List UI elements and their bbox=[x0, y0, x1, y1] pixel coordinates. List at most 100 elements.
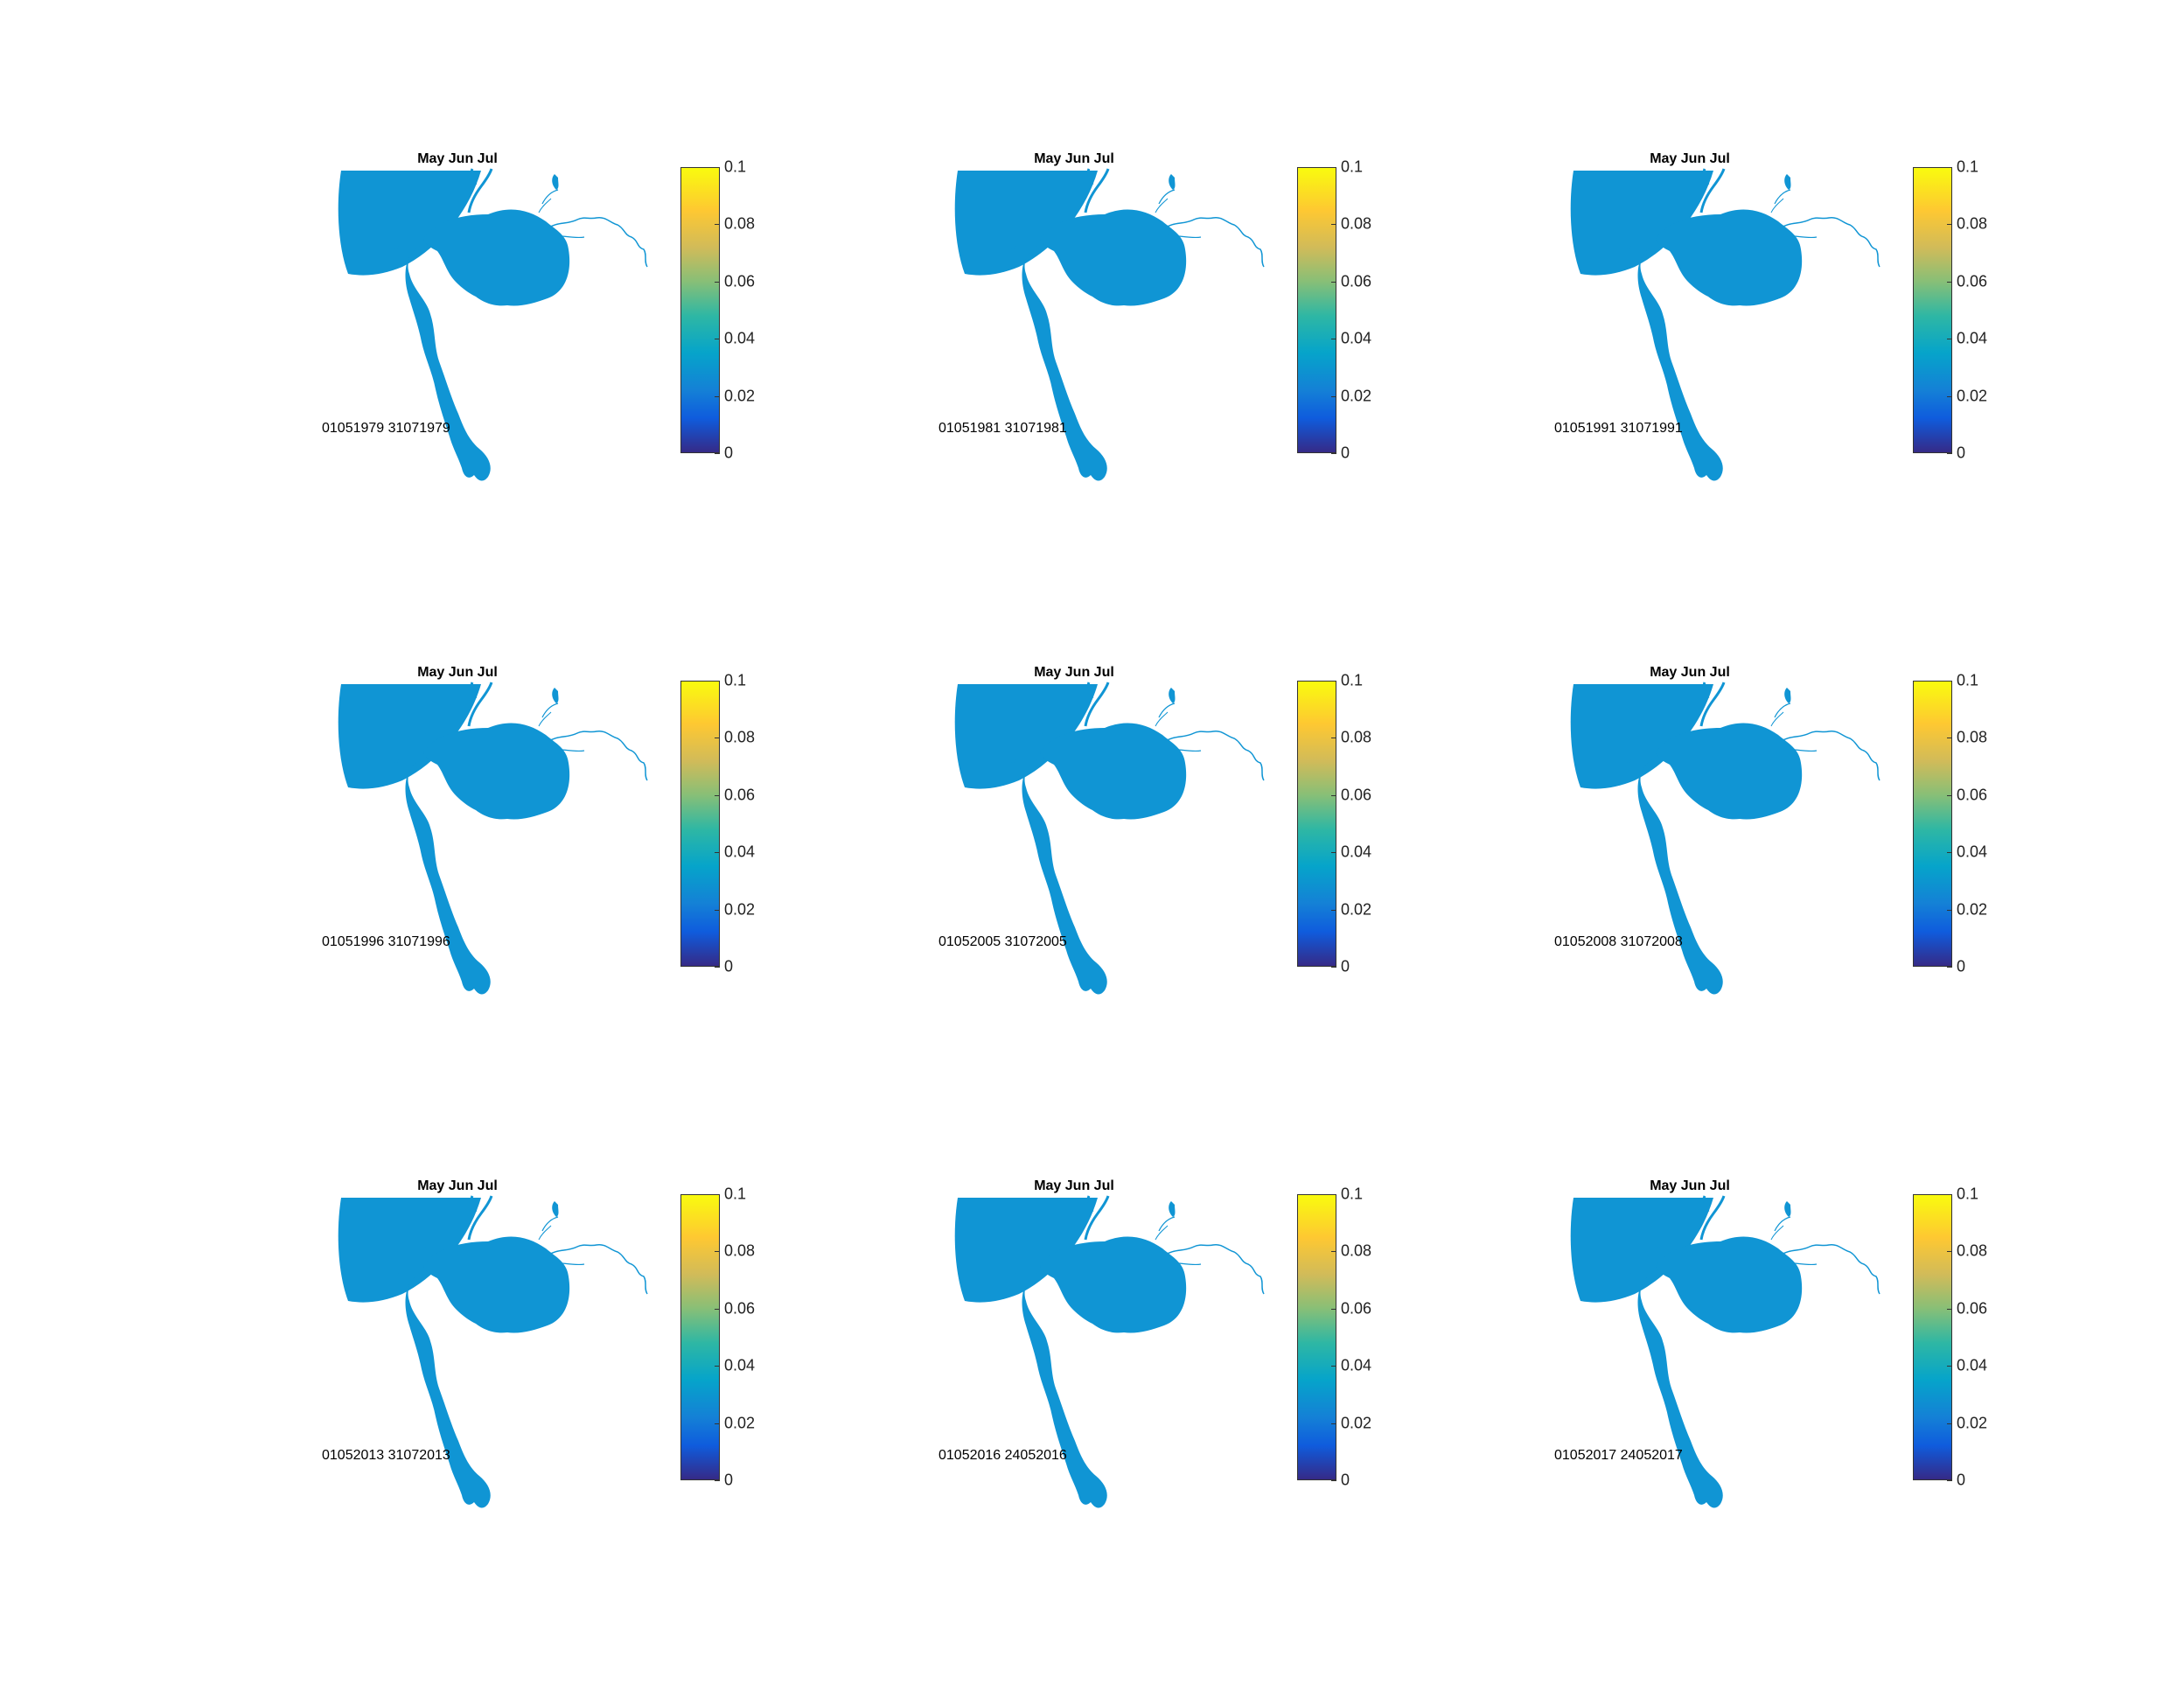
colorbar-tick-label: 0.04 bbox=[1341, 329, 1372, 347]
colorbar-tick-mark bbox=[1331, 224, 1336, 226]
colorbar-tick-label: 0.06 bbox=[724, 272, 756, 290]
colorbar-tick-label: 0.04 bbox=[1957, 843, 1988, 861]
water-body-map bbox=[338, 1195, 648, 1508]
colorbar-tick-label: 0.08 bbox=[724, 214, 756, 233]
map-panel: May Jun Jul 01052005 31072005 0 0.02 0.04 0.… bbox=[938, 665, 1428, 997]
colorbar-tick-mark bbox=[1947, 681, 1952, 682]
colorbar bbox=[1913, 167, 1952, 453]
colorbar bbox=[1297, 167, 1336, 453]
colorbar-tick-mark bbox=[1947, 453, 1952, 454]
colorbar-tick-mark bbox=[1947, 1251, 1952, 1253]
panel-title: May Jun Jul bbox=[1034, 151, 1114, 166]
map-panel: May Jun Jul 01051991 31071991 0 0.02 0.04 0.… bbox=[1554, 151, 2044, 484]
colorbar-tick-label: 0 bbox=[724, 1471, 734, 1489]
colorbar-tick-mark bbox=[1947, 281, 1952, 283]
colorbar-tick-label: 0.1 bbox=[1957, 157, 1979, 176]
colorbar-tick-mark bbox=[1947, 1308, 1952, 1310]
colorbar-tick-mark bbox=[1331, 1194, 1336, 1195]
date-range-label: 01052005 31072005 bbox=[938, 934, 1067, 949]
water-body-map bbox=[1570, 168, 1880, 481]
date-range-label: 01052017 24052017 bbox=[1554, 1448, 1683, 1463]
date-range-label: 01052008 31072008 bbox=[1554, 934, 1683, 949]
colorbar-tick-label: 0.02 bbox=[724, 1414, 756, 1432]
map-panel: May Jun Jul 01052013 31072013 0 0.02 0.04 0.… bbox=[322, 1178, 812, 1511]
colorbar-tick-mark bbox=[1331, 852, 1336, 854]
map-panel: May Jun Jul 01052016 24052016 0 0.02 0.04 0.… bbox=[938, 1178, 1428, 1511]
colorbar-tick-mark bbox=[1331, 681, 1336, 682]
colorbar-tick-label: 0.08 bbox=[1341, 1241, 1372, 1260]
colorbar-tick-label: 0.02 bbox=[1341, 900, 1372, 919]
colorbar-tick-mark bbox=[1331, 1251, 1336, 1253]
colorbar-tick-label: 0.04 bbox=[1341, 843, 1372, 861]
colorbar-tick-label: 0.1 bbox=[1341, 157, 1364, 176]
date-range-label: 01052016 24052016 bbox=[938, 1448, 1067, 1463]
water-body-map bbox=[954, 682, 1265, 995]
colorbar-tick-label: 0.1 bbox=[724, 1185, 747, 1203]
colorbar bbox=[680, 1194, 720, 1480]
colorbar bbox=[680, 681, 720, 967]
water-body-map bbox=[338, 682, 648, 995]
colorbar-tick-label: 0 bbox=[1341, 1471, 1350, 1489]
colorbar-tick-mark bbox=[715, 681, 720, 682]
colorbar-tick-label: 0.06 bbox=[1957, 786, 1988, 804]
colorbar-tick-mark bbox=[1331, 395, 1336, 397]
colorbar-tick-label: 0.1 bbox=[724, 157, 747, 176]
colorbar-tick-label: 0.08 bbox=[1957, 1241, 1988, 1260]
colorbar-tick-mark bbox=[1331, 794, 1336, 796]
colorbar-tick-label: 0.04 bbox=[724, 329, 756, 347]
colorbar-tick-label: 0.06 bbox=[724, 1299, 756, 1318]
map-panel: May Jun Jul 01051981 31071981 0 0.02 0.04 0.… bbox=[938, 151, 1428, 484]
colorbar-tick-mark bbox=[715, 1423, 720, 1424]
colorbar-tick-label: 0.06 bbox=[1341, 786, 1372, 804]
colorbar-tick-label: 0.08 bbox=[724, 1241, 756, 1260]
water-body-map bbox=[954, 168, 1265, 481]
colorbar-tick-mark bbox=[715, 224, 720, 226]
colorbar bbox=[1297, 681, 1336, 967]
colorbar-tick-mark bbox=[715, 281, 720, 283]
colorbar-tick-mark bbox=[1947, 1366, 1952, 1367]
colorbar-tick-label: 0.06 bbox=[1341, 1299, 1372, 1318]
colorbar-tick-label: 0.08 bbox=[1341, 728, 1372, 746]
colorbar-tick-mark bbox=[715, 1366, 720, 1367]
colorbar-tick-label: 0.1 bbox=[724, 671, 747, 689]
colorbar-tick-mark bbox=[715, 909, 720, 911]
water-body-map bbox=[1570, 682, 1880, 995]
colorbar-tick-label: 0.1 bbox=[1957, 671, 1979, 689]
colorbar bbox=[1913, 1194, 1952, 1480]
panel-title: May Jun Jul bbox=[417, 1178, 498, 1193]
panel-title: May Jun Jul bbox=[1650, 151, 1730, 166]
colorbar-tick-label: 0.04 bbox=[1341, 1356, 1372, 1374]
date-range-label: 01051981 31071981 bbox=[938, 421, 1067, 436]
colorbar-tick-mark bbox=[1331, 1480, 1336, 1481]
colorbar-tick-label: 0.06 bbox=[1957, 1299, 1988, 1318]
colorbar-tick-mark bbox=[1331, 1308, 1336, 1310]
colorbar-tick-mark bbox=[1331, 1423, 1336, 1424]
panel-title: May Jun Jul bbox=[1650, 665, 1730, 680]
colorbar-tick-mark bbox=[1331, 909, 1336, 911]
colorbar-tick-mark bbox=[1947, 1480, 1952, 1481]
colorbar-tick-label: 0.1 bbox=[1341, 671, 1364, 689]
colorbar-tick-label: 0.04 bbox=[1957, 329, 1988, 347]
water-body-map bbox=[1570, 1195, 1880, 1508]
water-body-map bbox=[338, 168, 648, 481]
colorbar-tick-label: 0 bbox=[1957, 1471, 1966, 1489]
colorbar-tick-mark bbox=[1947, 852, 1952, 854]
colorbar-tick-label: 0.04 bbox=[1957, 1356, 1988, 1374]
colorbar-tick-label: 0.02 bbox=[1957, 900, 1988, 919]
date-range-label: 01051979 31071979 bbox=[322, 421, 450, 436]
colorbar-tick-mark bbox=[715, 967, 720, 968]
colorbar-tick-label: 0 bbox=[1341, 957, 1350, 975]
water-body-map bbox=[954, 1195, 1265, 1508]
colorbar-tick-mark bbox=[1947, 224, 1952, 226]
colorbar-tick-label: 0 bbox=[1957, 957, 1966, 975]
colorbar-tick-mark bbox=[715, 167, 720, 168]
colorbar-tick-label: 0.02 bbox=[1957, 387, 1988, 405]
colorbar-tick-label: 0.1 bbox=[1957, 1185, 1979, 1203]
colorbar-tick-label: 0 bbox=[724, 957, 734, 975]
colorbar-tick-label: 0.08 bbox=[1957, 214, 1988, 233]
colorbar-tick-label: 0.06 bbox=[724, 786, 756, 804]
panel-title: May Jun Jul bbox=[1034, 1178, 1114, 1193]
colorbar-tick-label: 0 bbox=[724, 444, 734, 462]
colorbar-tick-mark bbox=[1331, 167, 1336, 168]
panel-title: May Jun Jul bbox=[1034, 665, 1114, 680]
